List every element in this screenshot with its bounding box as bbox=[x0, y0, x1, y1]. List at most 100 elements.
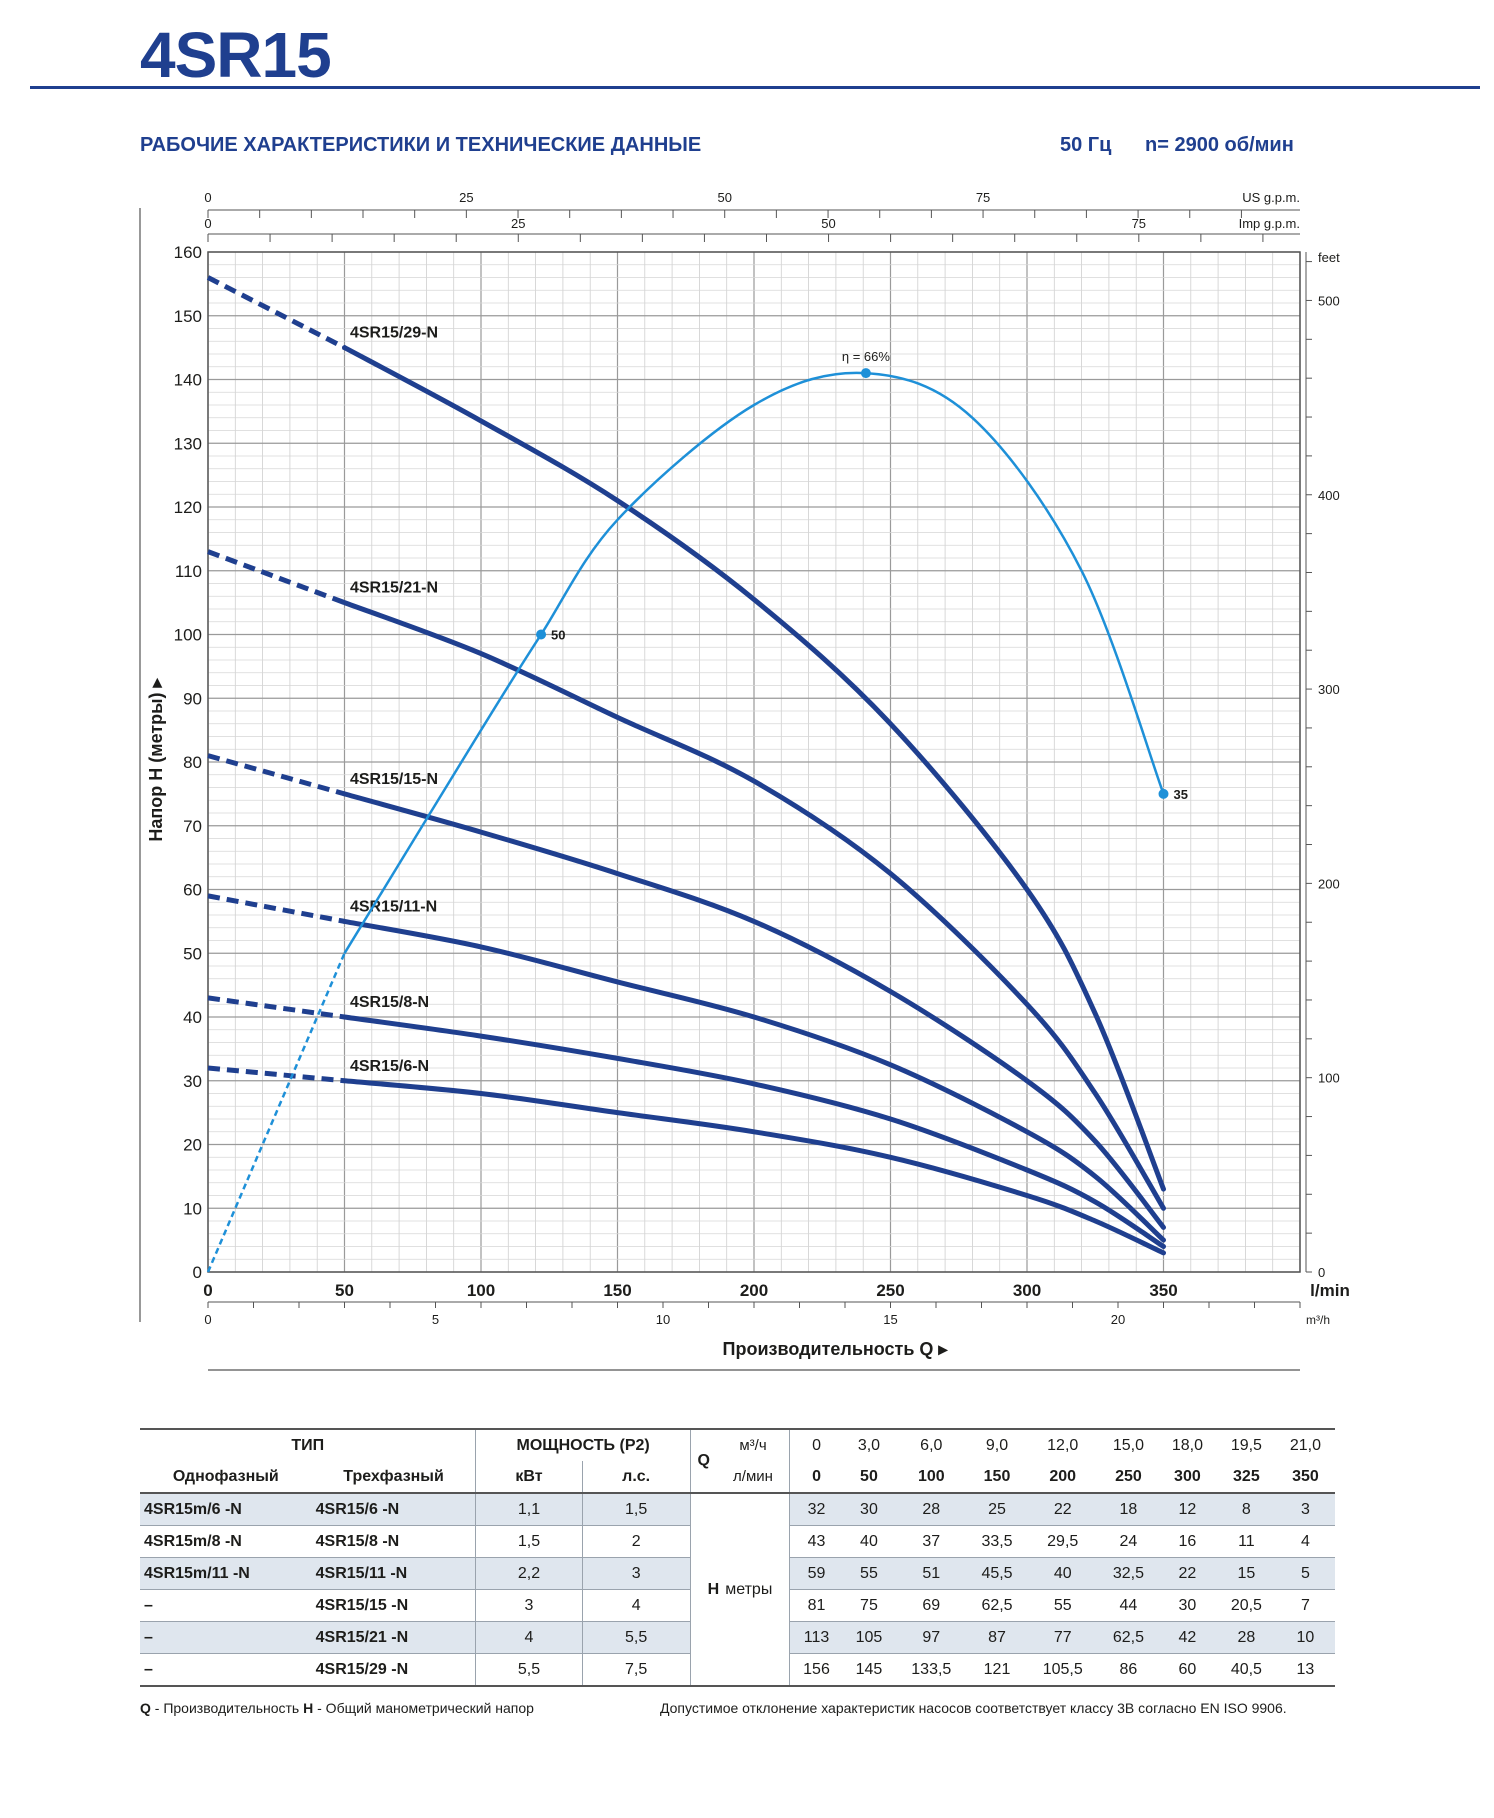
imp-gpm-tick-label: 25 bbox=[511, 216, 525, 231]
y-tick-label: 70 bbox=[183, 817, 202, 836]
y-tick-label: 60 bbox=[183, 881, 202, 900]
section-subtitle: РАБОЧИЕ ХАРАКТЕРИСТИКИ И ТЕХНИЧЕСКИЕ ДАН… bbox=[140, 134, 702, 156]
x-tick-label: 0 bbox=[203, 1281, 212, 1300]
series-4SR15/15-N bbox=[207, 753, 1166, 1230]
feet-tick-label: 100 bbox=[1318, 1071, 1340, 1086]
series-4SR15/11-N bbox=[207, 893, 1166, 1243]
series-label: 4SR15/21-N bbox=[350, 580, 438, 597]
head-value: 13 bbox=[1275, 1653, 1335, 1686]
head-value: 43 bbox=[789, 1525, 843, 1558]
q-m3h-8: 21,0 bbox=[1289, 1436, 1321, 1454]
series-line bbox=[342, 1014, 1166, 1249]
imp-gpm-tick-label: 0 bbox=[204, 216, 211, 231]
q-lmin-8: 350 bbox=[1292, 1467, 1319, 1485]
head-value: 22 bbox=[1157, 1557, 1217, 1590]
q-m3h-1: 3,0 bbox=[857, 1436, 881, 1454]
head-value: 40 bbox=[1026, 1557, 1099, 1590]
series-4SR15/8-N bbox=[207, 995, 1166, 1249]
x-tick-label: 100 bbox=[467, 1281, 495, 1300]
y-tick-label: 10 bbox=[183, 1199, 202, 1218]
imp-gpm-tick-label: 50 bbox=[821, 216, 835, 231]
series-line bbox=[342, 1078, 1166, 1256]
power-kw: 4 bbox=[475, 1621, 583, 1654]
y-tick-label: 80 bbox=[183, 753, 202, 772]
technical-data-table-wrap: ТИП МОЩНОСТЬ (P2) Q м³/ч 0 3,0 6,0 9,0 1… bbox=[140, 1428, 1335, 1687]
efficiency-point bbox=[860, 368, 871, 379]
kw-header: кВт bbox=[475, 1461, 583, 1493]
single-phase-model: – bbox=[140, 1621, 312, 1654]
series-dashed-segment bbox=[206, 275, 346, 350]
head-value: 77 bbox=[1026, 1621, 1099, 1654]
head-value: 22 bbox=[1026, 1492, 1099, 1526]
x-tick-label: 150 bbox=[603, 1281, 631, 1300]
head-value: 105 bbox=[842, 1621, 896, 1654]
title-divider bbox=[30, 86, 1480, 89]
table-row: –4SR15/29 -N 5,5 7,5 156 145 133,5 121 105,5 86 6… bbox=[140, 1653, 1335, 1686]
efficiency-peak-label: η = 66% bbox=[842, 349, 891, 364]
m3h-tick-label: 10 bbox=[656, 1312, 670, 1327]
head-value: 69 bbox=[895, 1589, 968, 1622]
power-hp: 3 bbox=[582, 1557, 691, 1590]
table-row: 4SR15m/8 -N 4SR15/8 -N 1,5 2 43 40 37 33,5 29,5 2… bbox=[140, 1525, 1335, 1558]
q-lmin-7: 325 bbox=[1233, 1467, 1260, 1485]
head-value: 45,5 bbox=[967, 1557, 1027, 1590]
q-lmin-1: 50 bbox=[860, 1467, 878, 1485]
table-row: 4SR15m/11 -N 4SR15/11 -N 2,2 3 59 55 51 45,5 40 3… bbox=[140, 1557, 1335, 1590]
head-value: 10 bbox=[1275, 1621, 1335, 1654]
head-value: 51 bbox=[895, 1557, 968, 1590]
efficiency-line bbox=[343, 371, 1165, 954]
head-value: 20,5 bbox=[1216, 1589, 1276, 1622]
three-phase-model: 4SR15/29 -N bbox=[311, 1653, 477, 1686]
series-line bbox=[342, 345, 1166, 1192]
m3h-tick-label: 20 bbox=[1111, 1312, 1125, 1327]
y-tick-label: 0 bbox=[193, 1263, 202, 1282]
head-value: 32 bbox=[789, 1492, 843, 1526]
efficiency-series bbox=[206, 368, 1169, 1273]
us-gpm-tick-label: 0 bbox=[204, 190, 211, 205]
head-value: 105,5 bbox=[1026, 1653, 1099, 1686]
q-m3h-6: 18,0 bbox=[1171, 1436, 1203, 1454]
efficiency-point bbox=[1158, 788, 1169, 799]
head-value: 24 bbox=[1098, 1525, 1158, 1558]
technical-data-table: ТИП МОЩНОСТЬ (P2) Q м³/ч 0 3,0 6,0 9,0 1… bbox=[140, 1428, 1335, 1687]
head-value: 55 bbox=[1026, 1589, 1099, 1622]
y-tick-label: 130 bbox=[174, 434, 202, 453]
head-value: 37 bbox=[895, 1525, 968, 1558]
imp-gpm-unit-label: Imp g.p.m. bbox=[1239, 216, 1300, 231]
head-value: 121 bbox=[967, 1653, 1027, 1686]
x-tick-label: 250 bbox=[876, 1281, 904, 1300]
head-value: 33,5 bbox=[967, 1525, 1027, 1558]
series-label: 4SR15/8-N bbox=[350, 994, 429, 1011]
q-m3h-5: 15,0 bbox=[1112, 1436, 1144, 1454]
series-dashed-segment bbox=[207, 1065, 345, 1084]
head-value: 75 bbox=[842, 1589, 896, 1622]
x-unit-label: l/min bbox=[1310, 1281, 1350, 1300]
efficiency-point-label: 35 bbox=[1174, 787, 1188, 802]
us-gpm-tick-label: 50 bbox=[717, 190, 731, 205]
head-value: 29,5 bbox=[1026, 1525, 1099, 1558]
single-phase-model: 4SR15m/6 -N bbox=[140, 1492, 312, 1526]
x-tick-label: 300 bbox=[1013, 1281, 1041, 1300]
head-value: 8 bbox=[1216, 1492, 1276, 1526]
series-label: 4SR15/15-N bbox=[350, 771, 438, 788]
y-tick-label: 50 bbox=[183, 944, 202, 963]
single-phase-header: Однофазный bbox=[172, 1467, 279, 1485]
q-header: Q bbox=[697, 1452, 710, 1469]
y-tick-label: 30 bbox=[183, 1072, 202, 1091]
series-dashed-segment bbox=[207, 995, 345, 1020]
y-axis-title: Напор H (метры) ▸ bbox=[146, 677, 166, 841]
x-tick-label: 350 bbox=[1149, 1281, 1177, 1300]
head-value: 55 bbox=[842, 1557, 896, 1590]
table-row: –4SR15/15 -N 3 4 81 75 69 62,5 55 44 30 20,5 7 bbox=[140, 1589, 1335, 1622]
head-unit: метры bbox=[725, 1580, 773, 1598]
y-tick-label: 100 bbox=[174, 626, 202, 645]
three-phase-model: 4SR15/6 -N bbox=[311, 1492, 477, 1526]
power-kw: 5,5 bbox=[475, 1653, 583, 1686]
series-4SR15/6-N bbox=[207, 1065, 1166, 1256]
y-tick-label: 160 bbox=[174, 243, 202, 262]
y-tick-label: 20 bbox=[183, 1136, 202, 1155]
footer-note: Допустимое отклонение характеристик насо… bbox=[660, 1700, 1287, 1716]
footer-q-key: Q bbox=[140, 1700, 151, 1716]
power-kw: 1,5 bbox=[475, 1525, 583, 1558]
imp-gpm-tick-label: 75 bbox=[1132, 216, 1146, 231]
